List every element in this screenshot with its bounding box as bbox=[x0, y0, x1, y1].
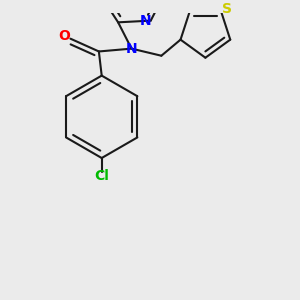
Text: S: S bbox=[222, 2, 232, 16]
Text: Cl: Cl bbox=[94, 169, 109, 184]
Text: N: N bbox=[140, 14, 152, 28]
Text: O: O bbox=[58, 29, 70, 44]
Text: N: N bbox=[126, 42, 137, 56]
